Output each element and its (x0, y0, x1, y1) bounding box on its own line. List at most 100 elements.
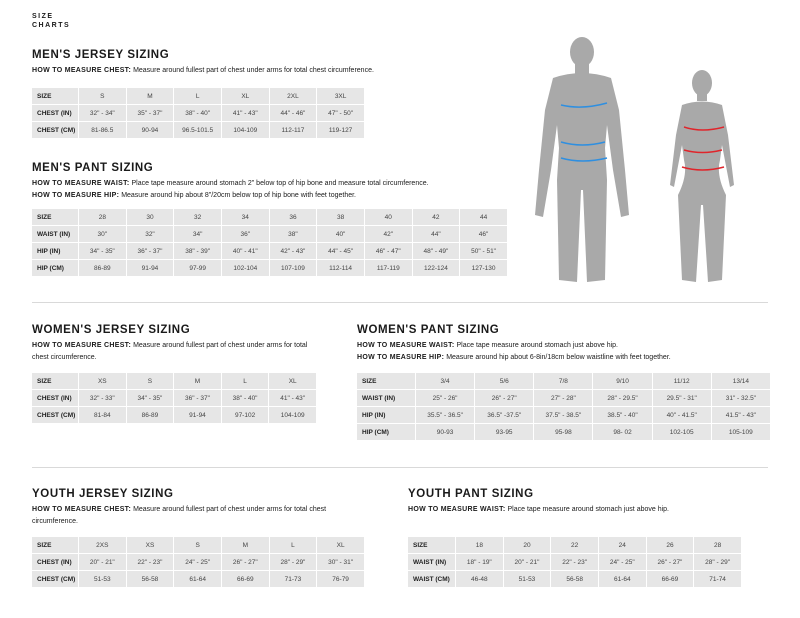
waist-arrow (683, 149, 723, 154)
instruction-line: HOW TO MEASURE CHEST: Measure around ful… (32, 504, 362, 528)
table-cell: 102-104 (221, 260, 269, 276)
table-cell: 24" - 25" (174, 554, 221, 570)
table-cell: 34" - 35" (79, 243, 126, 259)
size-header-cell: 11/12 (652, 373, 711, 389)
size-header-cell: XS (126, 537, 174, 553)
table-cell: 38" - 39" (174, 243, 221, 259)
instruction-label: HOW TO MEASURE HIP: (32, 192, 120, 199)
size-header-cell: 34 (221, 209, 269, 225)
instruction-line: HOW TO MEASURE HIP: Measure around hip a… (357, 352, 777, 364)
table-row: WAIST (IN) 18" - 19" 20" - 21" 22" - 23" 24"… (408, 554, 741, 570)
measure-instructions: HOW TO MEASURE CHEST: Measure around ful… (32, 65, 512, 77)
instruction-line: HOW TO MEASURE WAIST: Place tape measure… (357, 340, 777, 352)
measure-instructions: HOW TO MEASURE CHEST: Measure around ful… (32, 504, 362, 528)
table-cell: 40" (317, 226, 364, 242)
table-cell: 36" - 37" (174, 390, 221, 406)
table-cell: 32" - 33" (79, 390, 126, 406)
table-cell: 107-109 (269, 260, 317, 276)
table-cell: 122-124 (412, 260, 460, 276)
table-cell: 36.5" -37.5" (475, 407, 534, 423)
table-cell: 22" - 23" (126, 554, 174, 570)
size-header-cell: S (79, 88, 126, 104)
table-cell: 35.5" - 36.5" (416, 407, 475, 423)
chest-arrow (683, 126, 725, 131)
table-cell: 25" - 26" (416, 390, 475, 406)
row-label: CHEST (CM) (32, 122, 78, 138)
size-header-cell: 22 (551, 537, 598, 553)
divider (32, 467, 768, 468)
table-cell: 42" - 43" (269, 243, 317, 259)
row-label: WAIST (CM) (408, 571, 455, 587)
table-cell: 96.5-101.5 (174, 122, 221, 138)
table-row: CHEST (CM) 81-84 86-89 91-94 97-102 104-109 (32, 407, 316, 423)
table-cell: 40" - 41.5" (652, 407, 711, 423)
table-row: HIP (CM) 90-93 93-95 95-98 98- 02 102-105 105-… (357, 424, 770, 440)
instruction-text: Measure around hip about 6-8in/18cm belo… (444, 354, 671, 361)
table-cell: 102-105 (652, 424, 711, 440)
row-label: SIZE (32, 88, 78, 104)
table-row: CHEST (IN) 20" - 21" 22" - 23" 24" - 25" 26"… (32, 554, 364, 570)
table-cell: 22" - 23" (551, 554, 598, 570)
size-header-cell: 28 (694, 537, 741, 553)
size-header-cell: 2XL (269, 88, 317, 104)
table-cell: 31" - 32.5" (711, 390, 770, 406)
table-header-row: SIZE 2XS XS S M L XL (32, 537, 364, 553)
table-cell: 44" - 45" (317, 243, 364, 259)
table-cell: 81-86.5 (79, 122, 126, 138)
table-cell: 46-48 (456, 571, 503, 587)
instruction-text: Measure around hip about 8"/20cm below t… (119, 192, 357, 199)
measure-instructions: HOW TO MEASURE WAIST: Place tape measure… (357, 340, 777, 364)
size-header-cell: M (126, 88, 174, 104)
row-label: HIP (CM) (32, 260, 78, 276)
size-header-cell: L (269, 537, 317, 553)
instruction-text: Measure around fullest part of chest und… (32, 342, 308, 361)
table-cell: 40" - 41" (221, 243, 269, 259)
youth-jersey-section: YOUTH JERSEY SIZING HOW TO MEASURE CHEST:… (32, 488, 362, 528)
mens-pant-size-table: SIZE 28 30 32 34 36 38 40 42 44 WAIST (IN) 30" 32" 34… (31, 208, 508, 277)
section-title: MEN'S JERSEY SIZING (32, 49, 170, 61)
section-title: WOMEN'S JERSEY SIZING (32, 324, 191, 336)
table-cell: 42" (364, 226, 412, 242)
size-header-cell: XL (221, 88, 269, 104)
table-cell: 97-99 (174, 260, 221, 276)
size-header-cell: 40 (364, 209, 412, 225)
table-cell: 86-89 (126, 407, 174, 423)
section-title: YOUTH PANT SIZING (408, 488, 534, 500)
size-header-cell: 20 (503, 537, 551, 553)
table-cell: 61-64 (174, 571, 221, 587)
womens-pant-section: WOMEN'S PANT SIZING HOW TO MEASURE WAIST:… (357, 324, 777, 364)
table-row: CHEST (IN) 32" - 34" 35" - 37" 38" - 40" 41"… (32, 105, 364, 121)
row-label: HIP (CM) (357, 424, 415, 440)
section-title: WOMEN'S PANT SIZING (357, 324, 500, 336)
size-header-cell: S (126, 373, 174, 389)
table-row: CHEST (IN) 32" - 33" 34" - 35" 36" - 37" 38"… (32, 390, 316, 406)
table-cell: 90-94 (126, 122, 174, 138)
female-measure-figure (670, 70, 734, 282)
table-row: WAIST (CM) 46-48 51-53 56-58 61-64 66-69 71-74 (408, 571, 741, 587)
table-cell: 32" (126, 226, 174, 242)
instruction-label: HOW TO MEASURE CHEST: (32, 342, 132, 349)
size-header-cell: XL (317, 537, 364, 553)
size-header-cell: 3XL (317, 88, 364, 104)
row-label: SIZE (408, 537, 455, 553)
table-cell: 27" - 28" (534, 390, 593, 406)
divider (32, 302, 768, 303)
table-cell: 98- 02 (593, 424, 652, 440)
table-cell: 41" - 43" (221, 105, 269, 121)
row-label: CHEST (IN) (32, 554, 78, 570)
table-cell: 61-64 (598, 571, 646, 587)
instruction-text: Place tape measure around stomach just a… (454, 342, 619, 349)
hip-arrow (560, 157, 608, 162)
table-cell: 66-69 (221, 571, 269, 587)
size-header-cell: 32 (174, 209, 221, 225)
measure-instructions: HOW TO MEASURE WAIST: Place tape measure… (32, 178, 532, 202)
size-header-cell: XS (79, 373, 126, 389)
table-cell: 36" - 37" (126, 243, 174, 259)
womens-jersey-section: WOMEN'S JERSEY SIZING HOW TO MEASURE CHES… (32, 324, 322, 364)
instruction-label: HOW TO MEASURE WAIST: (357, 342, 455, 349)
size-header-cell: 9/10 (593, 373, 652, 389)
table-row: HIP (CM) 86-89 91-94 97-99 102-104 107-109 112… (32, 260, 507, 276)
table-header-row: SIZE S M L XL 2XL 3XL (32, 88, 364, 104)
row-label: HIP (IN) (32, 243, 78, 259)
table-cell: 81-84 (79, 407, 126, 423)
